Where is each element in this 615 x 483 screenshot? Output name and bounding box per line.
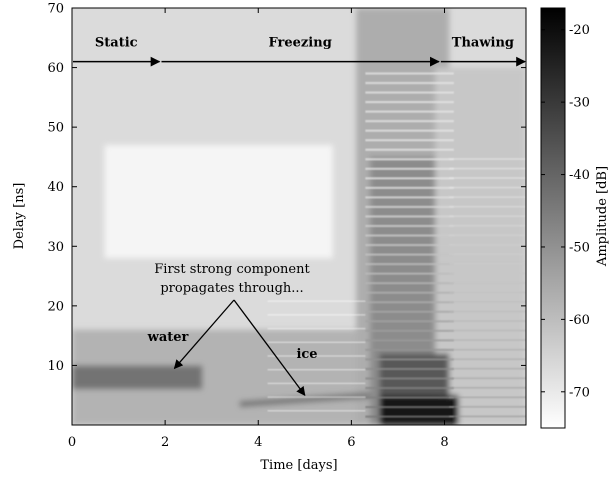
phase-arrows: Static Freezing Thawing (73, 36, 526, 67)
colorbar-tick-label: -60 (569, 313, 590, 328)
y-tick-label: 70 (47, 2, 64, 17)
annotation-label: water (147, 330, 189, 345)
colorbar-tick-label: -70 (569, 385, 590, 400)
y-tick-label: 10 (47, 359, 64, 374)
y-tick-label: 40 (47, 180, 64, 195)
colorbar-tick-label: -20 (569, 23, 590, 38)
annotation-line-1: First strong component (154, 262, 310, 277)
x-axis: 0 2 4 6 8 (68, 8, 449, 450)
annotations: First strong component propagates throug… (147, 262, 318, 396)
x-tick-label: 0 (68, 435, 76, 450)
phase-label: Thawing (452, 36, 514, 51)
colorbar-axis: -70 -60 -50 -40 -30 -20 (541, 23, 590, 400)
colorbar-title: Amplitude [dB] (595, 166, 610, 267)
colorbar-tick-label: -30 (569, 96, 590, 111)
x-axis-title: Time [days] (260, 458, 337, 473)
plot-frame (71, 7, 527, 426)
y-tick-label: 20 (47, 299, 64, 314)
x-tick-label: 4 (254, 435, 262, 450)
y-tick-label: 30 (47, 240, 64, 255)
phase-label: Freezing (269, 36, 332, 51)
x-tick-label: 2 (161, 435, 169, 450)
x-tick-label: 8 (440, 435, 448, 450)
heatmap-image (72, 8, 526, 425)
y-tick-label: 50 (47, 121, 64, 136)
x-tick-label: 6 (347, 435, 355, 450)
annotation-line-2: propagates through... (160, 281, 303, 296)
y-axis-title: Delay [ns] (12, 183, 27, 250)
phase-label: Static (95, 36, 138, 51)
colorbar-tick-label: -50 (569, 240, 590, 255)
annotation-arrow (173, 299, 235, 370)
y-axis: 10 20 30 40 50 60 70 (47, 2, 526, 374)
colorbar-tick-label: -40 (569, 168, 590, 183)
y-tick-label: 60 (47, 61, 64, 76)
annotation-label: ice (296, 347, 317, 362)
annotation-arrow (233, 299, 306, 396)
colorbar (540, 7, 566, 429)
